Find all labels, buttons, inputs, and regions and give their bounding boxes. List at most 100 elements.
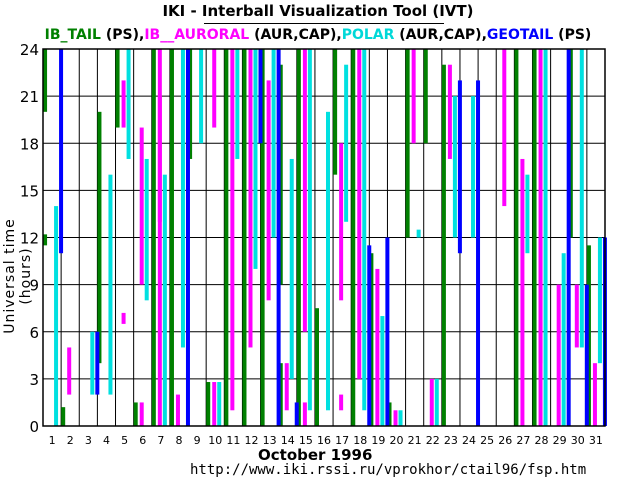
y-tick-label: 9 xyxy=(29,277,39,295)
bar-polar xyxy=(235,49,240,159)
bar-ib-tail xyxy=(296,49,301,426)
bar-ib-auroral xyxy=(212,49,217,128)
plot-frame xyxy=(42,48,606,427)
x-tick-label: 6 xyxy=(139,434,146,447)
bar-polar xyxy=(579,49,584,348)
x-tick-label: 26 xyxy=(498,434,512,447)
x-tick-label: 2 xyxy=(67,434,74,447)
bar-ib-auroral xyxy=(393,410,398,426)
x-tick-label: 1 xyxy=(49,434,56,447)
bar-ib-auroral xyxy=(339,394,344,411)
bar-polar xyxy=(452,96,457,238)
x-tick-label: 7 xyxy=(157,434,164,447)
legend-item-ib-tail: IB_TAIL (PS), xyxy=(45,27,145,43)
bar-ib-auroral xyxy=(67,347,72,395)
x-tick-label: 30 xyxy=(571,434,585,447)
bar-ib-tail xyxy=(43,49,48,112)
bar-ib-auroral xyxy=(592,363,597,426)
bar-ib-tail xyxy=(115,49,120,128)
x-tick-label: 10 xyxy=(208,434,222,447)
bar-polar xyxy=(108,174,113,395)
bar-ib-auroral xyxy=(429,378,434,426)
bar-polar xyxy=(180,49,185,348)
y-tick-label: 18 xyxy=(20,135,39,153)
x-tick-label: 4 xyxy=(103,434,110,447)
bar-ib-tail xyxy=(242,49,247,426)
bar-ib-tail xyxy=(514,49,519,426)
y-tick-label: 24 xyxy=(20,41,39,59)
bar-ib-tail xyxy=(169,49,174,426)
y-tick-label: 0 xyxy=(29,418,39,436)
bar-ib-auroral xyxy=(121,80,126,128)
legend-name-geotail: GEOTAIL xyxy=(486,27,554,43)
bar-ib-tail xyxy=(188,49,193,159)
bar-ib-auroral xyxy=(357,49,362,379)
source-url[interactable]: http://www.iki.rssi.ru/vprokhor/ctail96/… xyxy=(190,462,587,478)
bar-geotail xyxy=(95,331,100,395)
bar-ib-auroral xyxy=(302,49,307,332)
bar-polar xyxy=(90,331,95,395)
bar-ib-auroral xyxy=(157,49,162,426)
bar-ib-auroral xyxy=(284,363,289,411)
legend-name-ib-auroral: IB__AURORAL xyxy=(144,27,250,43)
bar-ib-auroral xyxy=(121,312,126,324)
bar-polar xyxy=(416,229,421,238)
legend-item-ib-auroral: IB__AURORAL (AUR,CAP), xyxy=(144,27,341,43)
x-tick-label: 24 xyxy=(462,434,476,447)
bar-polar xyxy=(380,316,385,426)
y-tick-label: 6 xyxy=(29,324,39,342)
bar-ib-auroral xyxy=(248,49,253,348)
bar-polar xyxy=(126,49,131,159)
bar-ib-auroral xyxy=(556,284,561,426)
legend-item-geotail: GEOTAIL (PS) xyxy=(487,27,591,43)
bar-polar xyxy=(271,49,276,238)
bar-ib-tail xyxy=(224,49,229,426)
bar-polar xyxy=(54,206,59,426)
bar-geotail xyxy=(367,245,372,426)
y-tick-label: 3 xyxy=(29,371,39,389)
x-tick-label: 15 xyxy=(299,434,313,447)
bar-ib-tail xyxy=(133,402,138,426)
bar-polar xyxy=(307,49,312,411)
x-tick-label: 20 xyxy=(390,434,404,447)
legend-suffix-polar: (AUR,CAP), xyxy=(394,27,487,43)
x-tick-label: 31 xyxy=(589,434,603,447)
bar-ib-tail xyxy=(206,382,211,426)
bar-geotail xyxy=(258,49,263,144)
bar-polar xyxy=(144,158,149,301)
bar-ib-auroral xyxy=(139,127,144,285)
chart-title: IKI - Interball Visualization Tool (IVT) xyxy=(162,2,474,20)
bar-ib-tail xyxy=(568,49,573,238)
bar-ib-tail xyxy=(151,49,156,426)
bar-geotail xyxy=(566,49,571,426)
bar-ib-tail xyxy=(97,111,102,364)
bar-polar xyxy=(289,158,294,379)
bar-geotail xyxy=(385,237,390,426)
y-tick-label: 12 xyxy=(20,230,39,248)
bar-ib-tail xyxy=(278,363,283,426)
bar-ib-tail xyxy=(586,245,591,426)
bar-geotail xyxy=(276,49,281,426)
bar-ib-tail xyxy=(315,308,319,426)
bar-ib-auroral xyxy=(339,143,344,301)
bar-polar xyxy=(362,49,367,411)
bar-ib-auroral xyxy=(302,402,307,426)
bar-geotail xyxy=(185,49,190,426)
bar-polar xyxy=(326,111,330,411)
bar-polar xyxy=(543,49,548,426)
bar-polar xyxy=(597,237,602,364)
x-tick-label: 12 xyxy=(244,434,258,447)
bar-geotail xyxy=(294,402,299,426)
bar-ib-auroral xyxy=(520,237,525,426)
bar-geotail xyxy=(457,80,462,254)
bar-polar xyxy=(398,410,403,426)
bar-ib-tail xyxy=(441,64,446,426)
bar-polar xyxy=(162,174,167,426)
x-tick-label: 5 xyxy=(121,434,128,447)
x-tick-label: 8 xyxy=(175,434,182,447)
bar-ib-tail xyxy=(61,407,66,426)
x-tick-label: 13 xyxy=(263,434,277,447)
bar-ib-auroral xyxy=(230,49,235,411)
x-tick-label: 27 xyxy=(516,434,530,447)
x-tick-label: 28 xyxy=(535,434,549,447)
